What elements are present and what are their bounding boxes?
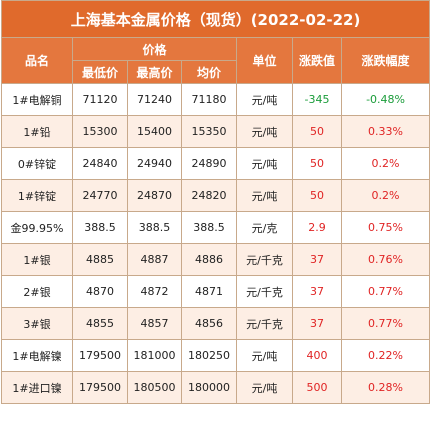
cell-unit: 元/千克 [236, 307, 293, 340]
header-unit: 单位 [236, 37, 293, 84]
cell-avg: 15350 [181, 115, 237, 148]
cell-low: 179500 [72, 371, 128, 404]
cell-change: 50 [292, 147, 342, 180]
table-row: 1#铅 15300 15400 15350 元/吨 50 0.33% [1, 115, 430, 148]
cell-low: 24770 [72, 179, 128, 212]
cell-change: 500 [292, 371, 342, 404]
cell-avg: 4886 [181, 243, 237, 276]
table-row: 1#电解铜 71120 71240 71180 元/吨 -345 -0.48% [1, 83, 430, 116]
cell-change: 37 [292, 243, 342, 276]
cell-high: 24870 [127, 179, 182, 212]
table-row: 1#电解镍 179500 181000 180250 元/吨 400 0.22% [1, 339, 430, 372]
cell-low: 4870 [72, 275, 128, 308]
cell-avg: 24820 [181, 179, 237, 212]
cell-unit: 元/吨 [236, 83, 293, 116]
cell-change-pct: 0.28% [340, 371, 430, 404]
cell-change-pct: 0.33% [340, 115, 430, 148]
cell-name: 1#电解铜 [1, 83, 73, 116]
table-row: 1#进口镍 179500 180500 180000 元/吨 500 0.28% [1, 371, 430, 404]
cell-name: 1#电解镍 [1, 339, 73, 372]
cell-high: 180500 [127, 371, 182, 404]
cell-name: 3#银 [1, 307, 73, 340]
cell-high: 15400 [127, 115, 182, 148]
cell-avg: 180250 [181, 339, 237, 372]
table-row: 1#银 4885 4887 4886 元/千克 37 0.76% [1, 243, 430, 276]
cell-change-pct: 0.77% [340, 275, 430, 308]
cell-change: -345 [292, 83, 342, 116]
cell-name: 0#锌锭 [1, 147, 73, 180]
cell-change: 50 [292, 115, 342, 148]
cell-avg: 4856 [181, 307, 237, 340]
cell-unit: 元/吨 [236, 339, 293, 372]
cell-high: 388.5 [127, 211, 182, 244]
table-row: 0#锌锭 24840 24940 24890 元/吨 50 0.2% [1, 147, 430, 180]
cell-low: 24840 [72, 147, 128, 180]
header-low: 最低价 [72, 60, 128, 84]
cell-low: 388.5 [72, 211, 128, 244]
cell-avg: 180000 [181, 371, 237, 404]
cell-unit: 元/克 [236, 211, 293, 244]
cell-unit: 元/吨 [236, 371, 293, 404]
cell-name: 金99.95% [1, 211, 73, 244]
table-row: 3#银 4855 4857 4856 元/千克 37 0.77% [1, 307, 430, 340]
cell-change: 400 [292, 339, 342, 372]
cell-change: 37 [292, 275, 342, 308]
table-row: 1#锌锭 24770 24870 24820 元/吨 50 0.2% [1, 179, 430, 212]
cell-high: 181000 [127, 339, 182, 372]
cell-change-pct: -0.48% [340, 83, 430, 116]
cell-avg: 388.5 [181, 211, 237, 244]
cell-avg: 24890 [181, 147, 237, 180]
cell-low: 71120 [72, 83, 128, 116]
cell-name: 1#银 [1, 243, 73, 276]
cell-high: 71240 [127, 83, 182, 116]
header-avg: 均价 [181, 60, 237, 84]
header-change-pct: 涨跌幅度 [340, 37, 430, 84]
table-title: 上海基本金属价格（现货）(2022-02-22) [0, 0, 430, 38]
cell-unit: 元/吨 [236, 179, 293, 212]
cell-low: 4885 [72, 243, 128, 276]
cell-unit: 元/千克 [236, 243, 293, 276]
cell-avg: 4871 [181, 275, 237, 308]
table-row: 金99.95% 388.5 388.5 388.5 元/克 2.9 0.75% [1, 211, 430, 244]
cell-change-pct: 0.2% [340, 179, 430, 212]
cell-high: 24940 [127, 147, 182, 180]
cell-low: 179500 [72, 339, 128, 372]
cell-change-pct: 0.22% [340, 339, 430, 372]
cell-name: 1#进口镍 [1, 371, 73, 404]
cell-high: 4857 [127, 307, 182, 340]
cell-name: 1#铅 [1, 115, 73, 148]
cell-low: 4855 [72, 307, 128, 340]
cell-high: 4872 [127, 275, 182, 308]
table-row: 2#银 4870 4872 4871 元/千克 37 0.77% [1, 275, 430, 308]
cell-name: 1#锌锭 [1, 179, 73, 212]
cell-change: 50 [292, 179, 342, 212]
cell-unit: 元/吨 [236, 147, 293, 180]
header-price-group: 价格 [72, 37, 237, 61]
header-change: 涨跌值 [292, 37, 342, 84]
cell-low: 15300 [72, 115, 128, 148]
cell-change-pct: 0.2% [340, 147, 430, 180]
cell-high: 4887 [127, 243, 182, 276]
header-high: 最高价 [127, 60, 182, 84]
cell-change: 37 [292, 307, 342, 340]
cell-change-pct: 0.75% [340, 211, 430, 244]
cell-avg: 71180 [181, 83, 237, 116]
cell-unit: 元/千克 [236, 275, 293, 308]
price-table: 上海基本金属价格（现货）(2022-02-22) 品名 价格 单位 涨跌值 涨跌… [0, 0, 430, 404]
header-name: 品名 [1, 37, 73, 84]
cell-change: 2.9 [292, 211, 342, 244]
cell-change-pct: 0.76% [340, 243, 430, 276]
cell-unit: 元/吨 [236, 115, 293, 148]
cell-name: 2#银 [1, 275, 73, 308]
cell-change-pct: 0.77% [340, 307, 430, 340]
